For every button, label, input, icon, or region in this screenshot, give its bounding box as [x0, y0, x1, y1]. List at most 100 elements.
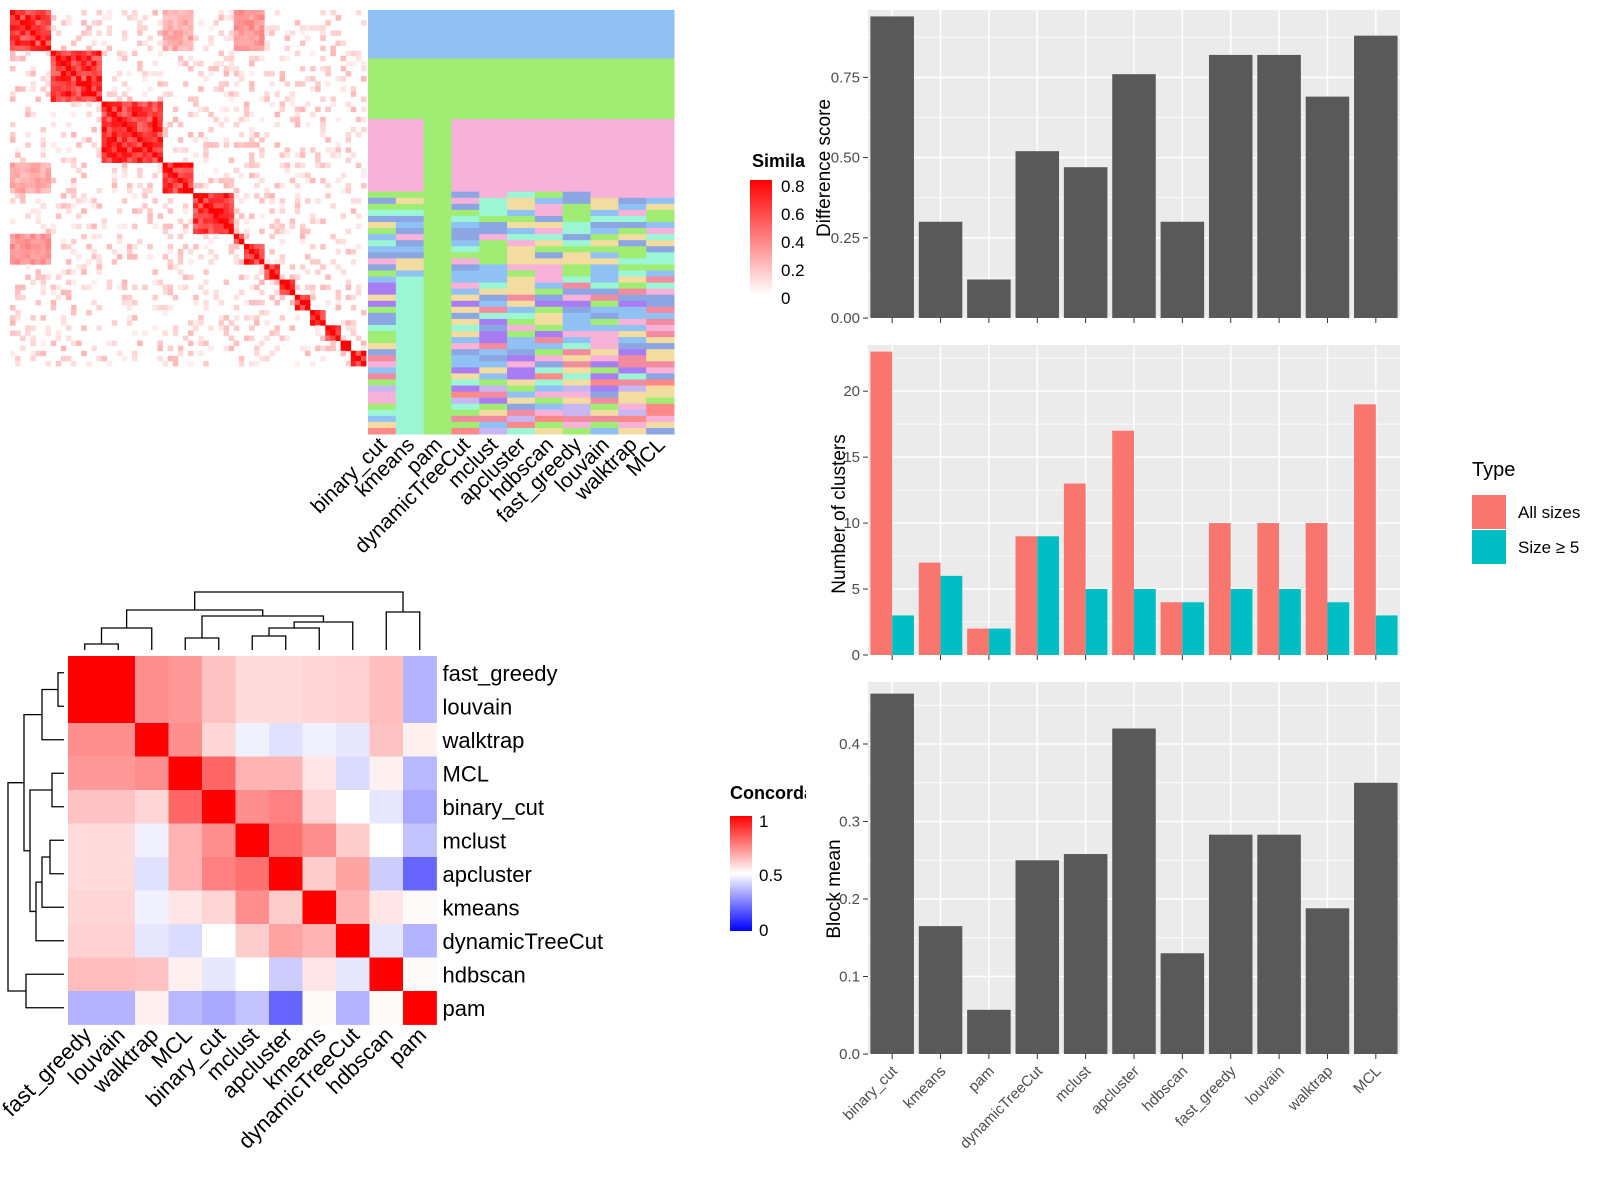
similarity-cell [304, 228, 311, 235]
partition-cell [479, 125, 508, 132]
similarity-cell [81, 86, 87, 92]
legend-label-size-ge5: Size ≥ 5 [1518, 538, 1579, 557]
partition-cell [590, 222, 619, 229]
partition-cell [451, 427, 480, 435]
similarity-cell [243, 10, 250, 16]
partition-cell [590, 197, 619, 205]
similarity-cell [233, 223, 240, 230]
bar-size-ge5 [1327, 602, 1350, 655]
similarity-cell [10, 315, 16, 321]
similarity-cell [228, 157, 235, 163]
concordance-cell [202, 991, 236, 1025]
similarity-cell [182, 223, 189, 230]
similarity-cell [188, 65, 194, 72]
similarity-cell [116, 55, 123, 62]
similarity-cell [96, 188, 102, 194]
similarity-cell [294, 81, 301, 87]
similarity-cell [310, 111, 316, 118]
partition-cell [451, 252, 480, 259]
similarity-cell [71, 193, 77, 199]
similarity-cell [106, 116, 113, 123]
similarity-cell [65, 76, 72, 82]
similarity-cell [137, 126, 143, 133]
similarity-cell [177, 60, 184, 67]
y-tick-label: 0.25 [831, 230, 860, 247]
similarity-cell [360, 126, 367, 133]
partition-cell [368, 119, 397, 126]
similarity-cell [25, 249, 31, 255]
similarity-cell [132, 142, 138, 148]
partition-cell [368, 264, 397, 271]
partition-cell [590, 131, 619, 138]
partition-cell [451, 409, 480, 417]
similarity-cell [320, 177, 326, 184]
partition-cell [395, 34, 425, 41]
partition-cell [562, 337, 592, 344]
similarity-cell [269, 294, 275, 301]
similarity-cell [142, 147, 148, 153]
partition-cell [534, 246, 564, 253]
partition-cell [562, 222, 592, 229]
similarity-cell [55, 330, 62, 336]
partition-cell [534, 355, 564, 362]
similarity-cell [350, 350, 357, 357]
similarity-cell [137, 30, 143, 36]
similarity-cell [218, 106, 224, 113]
concordance-cell [168, 723, 203, 757]
similarity-cell [320, 132, 326, 138]
similarity-cell [193, 111, 199, 118]
similarity-cell [71, 360, 77, 367]
similarity-cell [259, 259, 265, 265]
similarity-cell [167, 35, 174, 41]
legend-swatch-all-sizes [1472, 495, 1506, 529]
partition-cell [423, 361, 452, 368]
similarity-cell [213, 167, 219, 174]
partition-cell [646, 28, 675, 35]
similarity-cell [274, 91, 280, 97]
partition-cell [368, 240, 397, 247]
similarity-cell [249, 45, 255, 52]
type-legend-title: Type [1472, 459, 1515, 481]
similarity-cell [96, 81, 102, 87]
concordance-cell [168, 756, 203, 791]
similarity-cell [25, 177, 31, 184]
partition-cell [562, 185, 592, 193]
similarity-cell [218, 213, 224, 219]
partition-cell [368, 246, 397, 253]
similarity-cell [60, 269, 67, 275]
similarity-cell [126, 294, 133, 301]
similarity-cell [15, 243, 21, 250]
similarity-cell [167, 188, 174, 194]
similarity-cell [121, 116, 128, 123]
similarity-cell [340, 76, 347, 82]
similarity-cell [233, 294, 240, 301]
similarity-cell [126, 243, 133, 250]
partition-cell [479, 276, 508, 284]
similarity-cell [238, 198, 245, 204]
similarity-cell [101, 106, 108, 113]
similarity-cell [101, 223, 108, 230]
similarity-cell [126, 96, 133, 102]
similarity-cell [147, 126, 153, 133]
similarity-cell [30, 81, 36, 87]
similarity-cell [340, 86, 347, 92]
partition-cell [479, 252, 508, 259]
similarity-cell [60, 238, 67, 245]
similarity-cell [208, 126, 214, 133]
similarity-cell [50, 304, 57, 311]
partition-cell [646, 373, 675, 380]
similarity-cell [294, 299, 301, 306]
concordance-cell [369, 924, 404, 958]
partition-cell [423, 318, 452, 326]
similarity-cell [96, 50, 102, 57]
similarity-cell [320, 315, 326, 321]
partition-cell [368, 258, 397, 265]
similarity-cell [289, 30, 296, 36]
similarity-cell [111, 182, 118, 189]
similarity-cell [25, 238, 31, 245]
similarity-cell [249, 35, 255, 41]
bar [1160, 953, 1205, 1054]
similarity-cell [355, 50, 362, 57]
similarity-cell [259, 55, 265, 62]
